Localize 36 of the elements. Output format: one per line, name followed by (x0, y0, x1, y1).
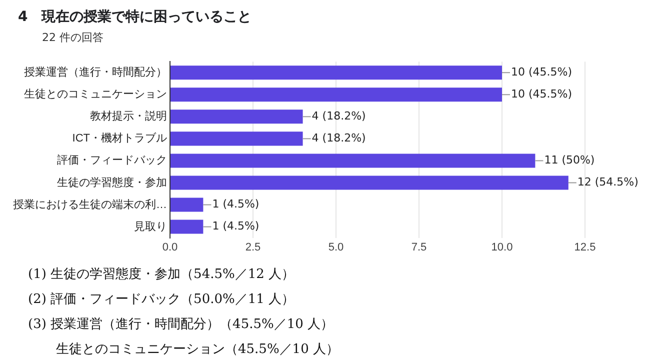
bar (170, 198, 204, 212)
x-tick-label: 12.5 (574, 241, 596, 254)
bar (170, 88, 502, 102)
text: 22 件の回答 (42, 30, 104, 45)
y-tick-label: 評価・フィードバック (57, 154, 167, 167)
bar (170, 132, 303, 146)
x-tick-label: 10.0 (491, 241, 513, 254)
y-tick-label: ICT・機材トラブル (72, 132, 167, 145)
y-tick-label: 授業運営（進行・時間配分） (24, 66, 167, 79)
data-label: 1 (4.5%) (212, 220, 260, 233)
bar (170, 176, 568, 190)
x-tick-label: 5.0 (328, 241, 344, 254)
data-label: 11 (50%) (544, 154, 595, 167)
bar (170, 154, 536, 168)
text: 生徒とのコミュニケーション（45.5%／10 人） (55, 341, 339, 359)
text: (2) 評価・フィードバック（50.0%／11 人） (28, 291, 296, 309)
data-label: 1 (4.5%) (212, 198, 260, 211)
y-tick-label: 生徒とのコミュニケーション (24, 88, 167, 101)
data-label: 12 (54.5%) (577, 176, 638, 189)
bar (170, 110, 303, 124)
y-tick-label: 教材提示・説明 (90, 110, 167, 123)
data-label: 4 (18.2%) (312, 110, 366, 123)
text: (1) 生徒の学習態度・参加（54.5%／12 人） (28, 266, 296, 284)
y-tick-label: 生徒の学習態度・参加 (57, 176, 167, 189)
x-tick-label: 0.0 (162, 241, 178, 254)
x-tick-label: 7.5 (411, 241, 427, 254)
text: (3) 授業運営（進行・時間配分）（45.5%／10 人） (28, 316, 335, 334)
y-tick-label: 見取り (134, 220, 167, 233)
chart-title: 4 現在の授業で特に困っていること (18, 8, 252, 26)
data-label: 10 (45.5%) (511, 87, 572, 100)
data-label: 10 (45.5%) (511, 65, 572, 78)
data-label: 4 (18.2%) (312, 132, 366, 145)
bar (170, 66, 502, 80)
y-tick-label: 授業における生徒の端末の利… (13, 198, 167, 211)
x-tick-label: 2.5 (245, 241, 261, 254)
bar (170, 220, 204, 234)
